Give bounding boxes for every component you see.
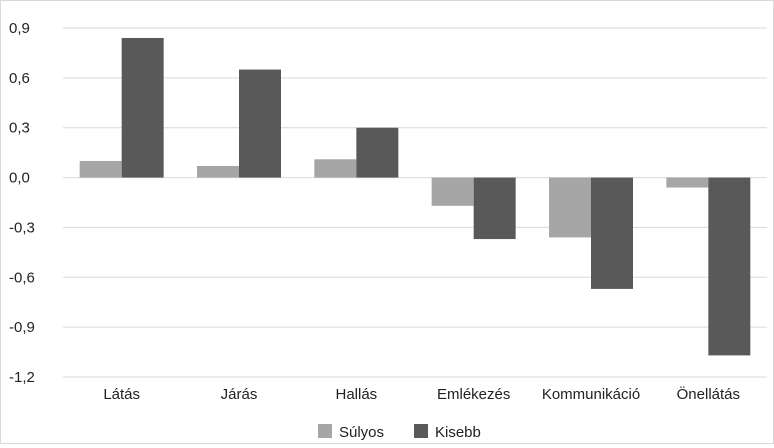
bar-súlyos-3	[431, 177, 474, 206]
x-axis: Látás Járás Hallás Emlékezés Kommunikáció Öne…	[103, 385, 740, 403]
x-tick-label: Járás	[221, 386, 258, 403]
bars	[79, 37, 751, 356]
bar-kisebb-5	[708, 177, 751, 356]
x-tick-label: Hallás	[335, 386, 377, 403]
y-tick-label: -1,2	[9, 369, 35, 386]
y-tick-label: -0,3	[9, 219, 35, 236]
y-tick-label: 0,6	[9, 70, 30, 87]
bar-súlyos-2	[314, 159, 357, 178]
y-axis: 0,9 0,6 0,3 0,0 -0,3 -0,6 -0,9 -1,2	[9, 20, 35, 386]
bar-kisebb-0	[121, 37, 164, 178]
y-tick-label: -0,9	[9, 319, 35, 336]
bar-súlyos-4	[549, 177, 591, 238]
bar-kisebb-1	[239, 69, 281, 178]
legend-swatch-súlyos	[318, 424, 332, 438]
legend: Súlyos Kisebb	[318, 424, 481, 441]
legend-label: Kisebb	[435, 424, 481, 441]
bar-súlyos-5	[666, 177, 709, 188]
bar-kisebb-2	[356, 127, 399, 178]
bar-kisebb-4	[591, 177, 633, 289]
legend-label: Súlyos	[339, 424, 384, 441]
x-tick-label: Kommunikáció	[542, 386, 640, 403]
y-tick-label: -0,6	[9, 269, 35, 286]
x-tick-label: Önellátás	[677, 385, 740, 403]
legend-swatch-kisebb	[414, 424, 428, 438]
bar-súlyos-1	[197, 165, 239, 178]
grid-lines	[63, 27, 767, 378]
bar-súlyos-0	[79, 160, 122, 178]
y-tick-label: 0,3	[9, 120, 30, 137]
y-tick-label: 0,9	[9, 20, 30, 37]
x-tick-label: Látás	[103, 386, 140, 403]
y-tick-label: 0,0	[9, 170, 30, 187]
bar-kisebb-3	[473, 177, 516, 240]
x-tick-label: Emlékezés	[437, 386, 510, 403]
